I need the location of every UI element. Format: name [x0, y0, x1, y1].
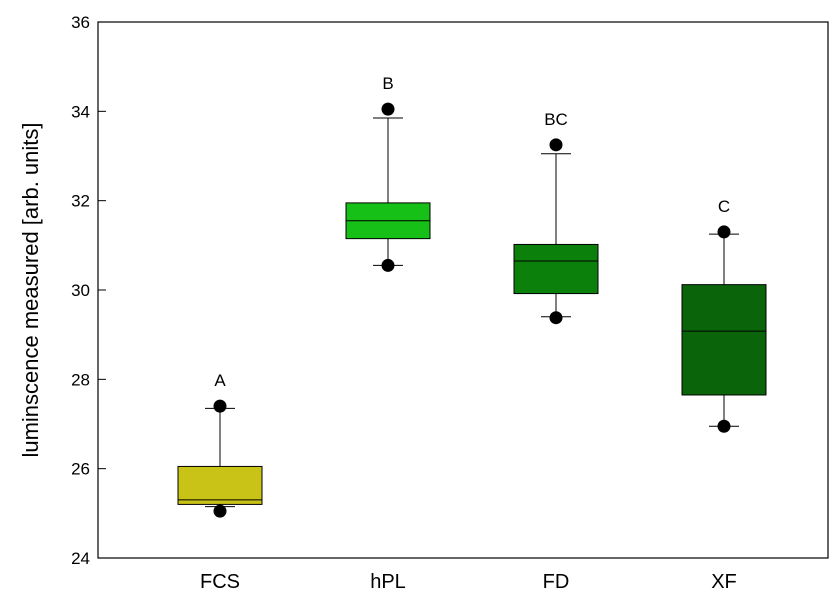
box-FD: [513, 243, 599, 295]
outlier-point: [213, 399, 227, 413]
y-tick-label: 28: [71, 370, 90, 389]
outlier-point: [381, 258, 395, 272]
y-tick-label: 30: [71, 281, 90, 300]
x-category-label: hPL: [370, 571, 406, 593]
y-tick-label: 24: [71, 549, 90, 568]
significance-label: B: [382, 74, 393, 93]
significance-label: BC: [544, 110, 568, 129]
x-axis-category-labels: FCS hPL FD XF: [200, 571, 737, 593]
outlier-point: [717, 225, 731, 239]
x-category-label: XF: [711, 571, 737, 593]
y-axis-title: luminscence measured [arb. units]: [18, 122, 43, 457]
y-tick-label: 34: [71, 102, 90, 121]
significance-label: A: [214, 371, 226, 390]
box-FCS: [177, 465, 263, 505]
box-series: A B BC C: [177, 74, 767, 518]
y-tick-label: 32: [71, 192, 90, 211]
outlier-point: [213, 504, 227, 518]
outlier-point: [549, 311, 563, 325]
x-category-label: FCS: [200, 571, 240, 593]
x-category-label: FD: [543, 571, 570, 593]
significance-label: C: [718, 197, 730, 216]
box-XF: [681, 284, 767, 396]
outlier-point: [717, 419, 731, 433]
y-tick-label: 26: [71, 460, 90, 479]
outlier-point: [381, 102, 395, 116]
y-axis-ticks: 24 26 28 30 32 34 36: [71, 13, 106, 568]
y-tick-label: 36: [71, 13, 90, 32]
outlier-point: [549, 138, 563, 152]
